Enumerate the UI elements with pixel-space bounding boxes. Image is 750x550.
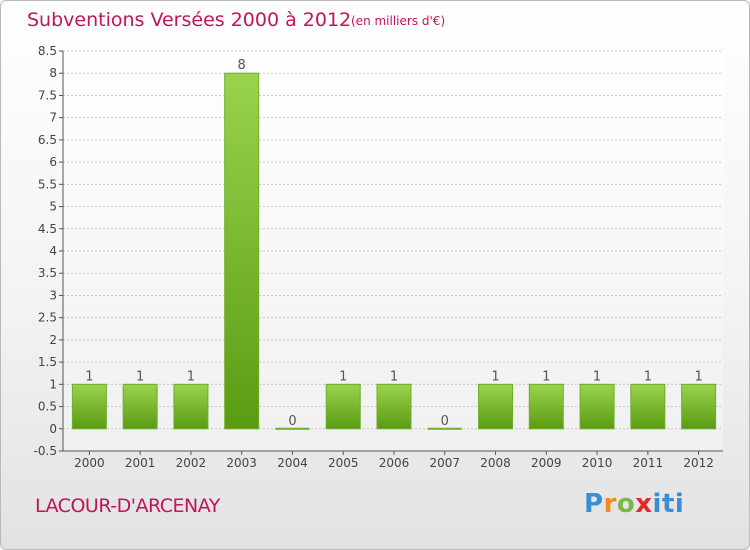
x-tick-label: 2005 (328, 456, 359, 470)
proxiti-logo: Proxiti (584, 489, 685, 519)
bar (275, 427, 310, 430)
bar-value-label: 1 (187, 369, 195, 384)
bar-value-label: 1 (491, 369, 499, 384)
chart-title: Subventions Versées 2000 à 2012 (27, 9, 352, 31)
y-tick-label: 2 (49, 333, 57, 347)
x-tick-label: 2000 (74, 456, 105, 470)
y-tick-label: 5 (49, 200, 57, 214)
x-tick-label: 2003 (226, 456, 257, 470)
x-tick-label: 2011 (633, 456, 664, 470)
bar (579, 383, 615, 430)
bar-value-label: 1 (136, 369, 144, 384)
x-tick-label: 2007 (429, 456, 460, 470)
y-tick-label: 5.5 (38, 177, 57, 191)
bar-value-label: 1 (694, 369, 702, 384)
bar-value-label: 8 (238, 58, 246, 73)
bar-value-label: 1 (390, 369, 398, 384)
y-tick-label: -0.5 (34, 444, 57, 458)
y-tick-label: 8.5 (38, 44, 57, 58)
y-tick-label: 3 (49, 288, 57, 302)
bar (478, 383, 514, 430)
x-tick-label: 2001 (125, 456, 156, 470)
bar-value-label: 0 (288, 414, 296, 429)
y-tick-label: 7 (49, 111, 57, 125)
bar (71, 383, 107, 430)
bar (630, 383, 666, 430)
x-tick-label: 2010 (582, 456, 613, 470)
y-tick-label: 6.5 (38, 133, 57, 147)
x-tick-label: 2002 (176, 456, 207, 470)
y-tick-label: 1.5 (38, 355, 57, 369)
bar-value-label: 1 (644, 369, 652, 384)
commune-name: LACOUR-D'ARCENAY (35, 495, 220, 517)
x-tick-label: 2008 (480, 456, 511, 470)
bar (427, 427, 462, 430)
x-tick-label: 2004 (277, 456, 308, 470)
y-tick-label: 1 (49, 377, 57, 391)
x-tick-label: 2012 (683, 456, 714, 470)
chart-subtitle: (en milliers d'€) (351, 14, 446, 28)
x-tick-label: 2006 (379, 456, 410, 470)
bar (528, 383, 564, 430)
y-tick-label: 0.5 (38, 400, 57, 414)
x-tick-label: 2009 (531, 456, 562, 470)
y-tick-label: 0 (49, 422, 57, 436)
y-tick-label: 6 (49, 155, 57, 169)
bar (173, 383, 209, 430)
bar-value-label: 1 (339, 369, 347, 384)
bar-value-label: 1 (593, 369, 601, 384)
y-tick-label: 2.5 (38, 311, 57, 325)
bar-value-label: 1 (542, 369, 550, 384)
bar (325, 383, 361, 430)
bar-value-label: 1 (85, 369, 93, 384)
y-tick-label: 4.5 (38, 222, 57, 236)
y-tick-label: 8 (49, 66, 57, 80)
y-tick-label: 3.5 (38, 266, 57, 280)
bar (376, 383, 412, 430)
y-tick-label: 7.5 (38, 88, 57, 102)
bar (122, 383, 158, 430)
bar (224, 72, 260, 430)
bar (681, 383, 717, 430)
bar-value-label: 0 (441, 414, 449, 429)
y-tick-label: 4 (49, 244, 57, 258)
